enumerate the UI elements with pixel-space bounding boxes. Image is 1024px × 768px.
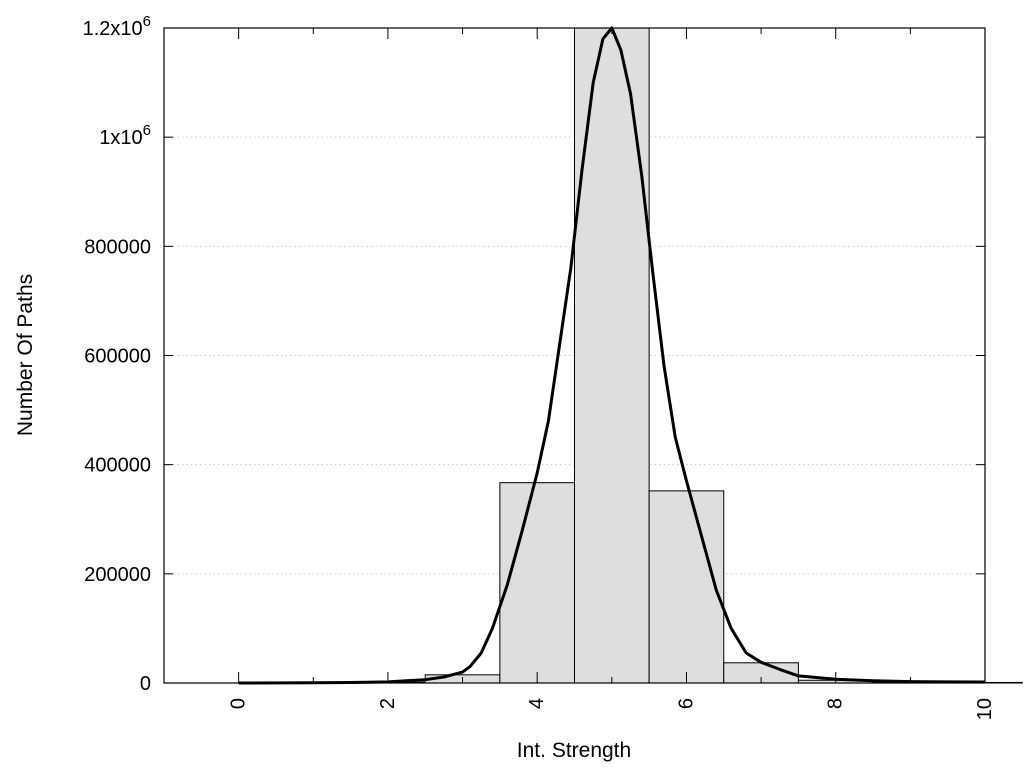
histogram-bar	[574, 27, 650, 684]
y-tick-label: 200000	[84, 564, 151, 586]
y-tick-label: 1x106	[99, 122, 151, 149]
y-tick-label: 400000	[84, 455, 151, 477]
x-tick-label: 6	[675, 698, 697, 709]
x-tick-label: 8	[825, 698, 847, 709]
x-tick-label: 0	[228, 698, 250, 709]
y-tick-label: 800000	[84, 236, 151, 258]
ticks-layer	[164, 27, 986, 684]
x-tick-label: 4	[526, 698, 548, 709]
y-tick-labels: 0 200000 400000 600000 800000 1x106 1.2x106	[83, 13, 151, 695]
y-tick-label: 1.2x106	[83, 13, 151, 40]
histogram-bar	[648, 490, 725, 684]
y-tick-label: 0	[140, 673, 151, 695]
bars-layer	[275, 27, 1023, 684]
y-tick-label: 600000	[84, 346, 151, 368]
fit-curve-line	[238, 26, 986, 685]
x-tick-label: 2	[377, 698, 399, 709]
x-tick-labels: 0 2 4 6 8 10	[228, 698, 996, 720]
y-axis-title: Number Of Paths	[14, 274, 37, 436]
histogram-bar	[499, 482, 576, 684]
x-axis-title: Int. Strength	[517, 739, 631, 762]
x-tick-label: 10	[974, 698, 996, 720]
curve-layer	[238, 26, 986, 685]
